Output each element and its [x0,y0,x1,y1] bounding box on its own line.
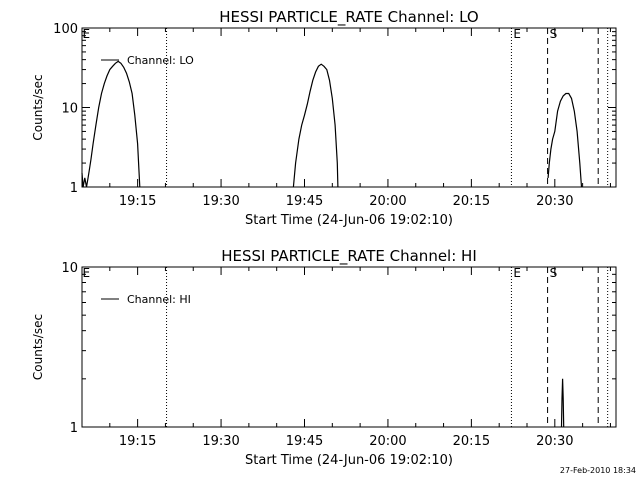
y-tick-label: 10 [61,261,78,276]
x-tick-label: 20:30 [536,434,573,449]
x-tick-label: 20:30 [536,194,573,209]
legend-label-1: Channel: LO [127,54,194,67]
legend-label-2: Channel: HI [127,293,191,306]
x-axis-label-1: Start Time (24-Jun-06 19:02:10) [245,213,453,228]
x-tick-label: 19:45 [286,434,323,449]
figure-timestamp: 27-Feb-2010 18:34 [559,466,636,475]
x-tick-label: 19:30 [202,194,239,209]
y-axis-label-2: Counts/sec [31,314,45,380]
series-line-segment [547,92,583,188]
series-line-segment [292,63,339,188]
event-marker-label: S [550,266,558,280]
x-tick-label: 19:15 [119,434,156,449]
x-tick-label: 20:15 [453,194,490,209]
x-tick-label: 20:00 [369,434,406,449]
x-axis-label-2: Start Time (24-Jun-06 19:02:10) [245,453,453,468]
x-tick-label: 19:15 [119,194,156,209]
series-line-segment [560,378,565,428]
event-marker-label: E [513,266,521,280]
x-tick-label: 20:00 [369,194,406,209]
event-marker-label: E [513,27,521,41]
x-tick-label: 20:15 [453,434,490,449]
event-marker-label: S [550,27,558,41]
x-tick-label: 19:45 [286,194,323,209]
y-tick-label: 100 [53,22,78,37]
y-tick-label: 1 [70,181,78,196]
plot-frame-2 [81,266,617,428]
series-line-segment [81,60,141,188]
plot-frame-1 [81,27,617,188]
event-marker-label: E [83,266,91,280]
y-tick-label: 1 [70,421,78,436]
chart-title-2: HESSI PARTICLE_RATE Channel: HI [221,247,477,266]
event-marker-label: E [83,27,91,41]
y-tick-label: 10 [61,102,78,117]
x-tick-label: 19:30 [202,434,239,449]
y-axis-label-1: Counts/sec [31,74,45,140]
chart-title-1: HESSI PARTICLE_RATE Channel: LO [219,8,478,27]
